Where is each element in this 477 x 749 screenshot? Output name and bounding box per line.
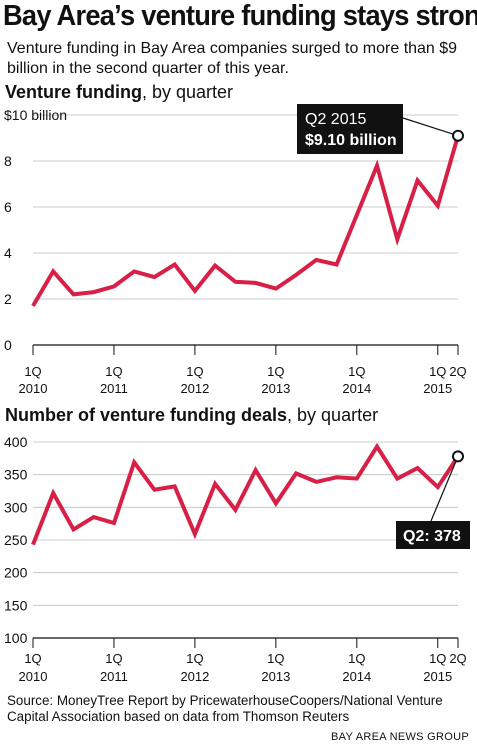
x-year-label: 2015 (423, 669, 452, 684)
callout-box (396, 521, 470, 549)
x-tick-label: 1Q (105, 651, 122, 666)
y-tick-label: 2 (4, 291, 12, 307)
callout-label: Q2 2015 (305, 111, 366, 128)
y-tick-label: 250 (4, 532, 28, 548)
callout-value: Q2: 378 (403, 528, 461, 545)
callout-leader (402, 117, 459, 137)
chart1-title-rest: , by quarter (142, 82, 234, 102)
x-tick-label: 1Q (267, 651, 284, 666)
x-year-label: 2014 (342, 669, 371, 684)
highlight-point (452, 450, 464, 463)
y-tick-label: 350 (4, 467, 28, 483)
chart1-title-bold: Venture funding (5, 82, 142, 102)
chart1-title: Venture funding, by quarter (5, 82, 233, 103)
source-note: Source: MoneyTree Report by Pricewaterho… (7, 693, 443, 724)
x-year-label: 2015 (423, 381, 452, 396)
x-tick-label: 1Q (429, 651, 446, 666)
callout-leader (430, 456, 459, 522)
chart-2: 100 150 200 250 300 350 400 1Q 2010 1Q 2011 1Q 2012 1… (4, 434, 470, 684)
x-tick-label: 1Q (267, 364, 284, 379)
x-tick-label: 2Q (449, 651, 466, 666)
x-year-label: 2010 (19, 669, 48, 684)
chart2-title-bold: Number of venture funding deals (5, 405, 288, 425)
callout-box (297, 104, 403, 154)
chart2-title-rest: , by quarter (287, 405, 379, 425)
x-year-label: 2011 (100, 381, 128, 396)
y-tick-label: 200 (4, 565, 28, 581)
y-tick-label: 150 (4, 597, 28, 613)
x-tick-label: 1Q (348, 364, 365, 379)
y-tick-label: 8 (4, 153, 12, 169)
x-tick-label: 1Q (429, 364, 446, 379)
x-tick-label: 1Q (24, 651, 41, 666)
y-tick-label: $10 billion (4, 107, 67, 123)
x-tick-label: 1Q (24, 364, 41, 379)
x-tick-label: 2Q (449, 364, 466, 379)
callout-value: $9.10 billion (305, 132, 397, 149)
y-tick-label: 4 (4, 245, 12, 261)
x-year-label: 2012 (180, 669, 209, 684)
credit: BAY AREA NEWS GROUP (331, 731, 469, 743)
headline: Bay Area’s venture funding stays strong (3, 0, 477, 32)
x-year-label: 2013 (261, 669, 290, 684)
chart-1: 0 2 4 6 8 $10 billion 1Q 2010 1Q 2011 1Q 2012 1Q 2013… (4, 104, 467, 396)
x-tick-label: 1Q (186, 651, 203, 666)
x-tick-label: 1Q (348, 651, 365, 666)
y-tick-label: 300 (4, 499, 28, 515)
chart2-title: Number of venture funding deals, by quar… (5, 405, 378, 426)
y-tick-label: 100 (4, 630, 28, 646)
y-tick-label: 0 (4, 337, 12, 353)
y-tick-label: 6 (4, 199, 12, 215)
x-tick-label: 1Q (105, 364, 122, 379)
series-line (31, 442, 460, 546)
y-tick-label: 400 (4, 434, 28, 450)
x-year-label: 2014 (342, 381, 371, 396)
subtitle: Venture funding in Bay Area companies su… (7, 40, 458, 77)
series-line (31, 135, 460, 307)
highlight-point (452, 129, 464, 142)
x-year-label: 2010 (19, 381, 48, 396)
x-tick-label: 1Q (186, 364, 203, 379)
x-year-label: 2013 (261, 381, 290, 396)
x-year-label: 2011 (100, 669, 128, 684)
x-year-label: 2012 (180, 381, 209, 396)
